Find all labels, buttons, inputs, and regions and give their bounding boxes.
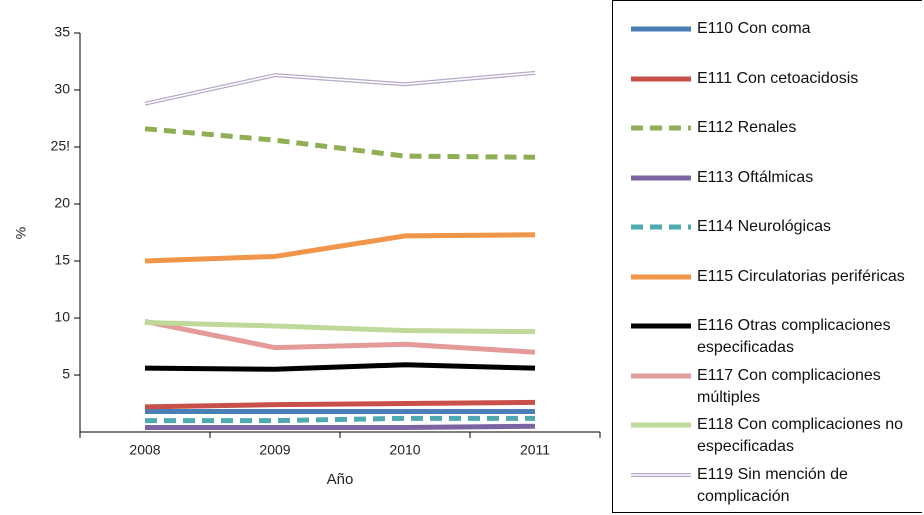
legend-label: E119 Sin mención de complicación: [697, 465, 848, 505]
legend-swatch: [631, 76, 691, 81]
x-tick-label: 2010: [389, 442, 420, 458]
legend-swatch: [631, 323, 691, 329]
y-tick-label: 20: [54, 195, 70, 211]
y-tick-label: 30: [54, 81, 70, 97]
legend-label: E117 Con complicaciones múltiples: [697, 366, 881, 406]
legend-entry: E110 Con coma: [629, 18, 924, 40]
legend-swatch: [631, 26, 691, 32]
y-tick-label: 25!: [51, 138, 70, 154]
legend-entry: E113 Oftálmicas: [629, 167, 924, 189]
legend-swatch: [631, 125, 691, 131]
x-tick-label: 2009: [259, 442, 290, 458]
x-tick-label: 2011: [520, 442, 550, 458]
series-line: [144, 318, 536, 355]
legend-label: E115 Circulatorias periféricas: [697, 267, 905, 285]
legend-label: E118 Con complicaciones no especificadas: [697, 416, 904, 455]
series-line: [145, 423, 536, 430]
legend-label: E116 Otras complicaciones especificadas: [697, 317, 891, 356]
y-tick-label: 35: [54, 24, 70, 40]
series-line: [144, 320, 536, 335]
series-line: [144, 399, 536, 410]
legend-entry: E111 Con cetoacidosis: [629, 68, 924, 90]
legend-swatch: [631, 175, 691, 180]
x-axis-label: Año: [327, 471, 354, 488]
y-tick-label: 15: [54, 252, 70, 268]
legend-entry: E116 Otras complicaciones especificadas: [629, 315, 924, 359]
legend-entry: E119 Sin mención de complicación: [629, 464, 924, 508]
y-axis-label: %: [13, 227, 29, 239]
legend-swatch: [631, 422, 691, 428]
y-tick-label: 5: [62, 366, 70, 382]
series-line: [144, 362, 536, 372]
legend-entry: E117 Con complicaciones múltiples: [629, 365, 924, 409]
legend-swatch: [631, 373, 691, 378]
legend-label: E110 Con coma: [697, 20, 811, 37]
legend-entry: E114 Neurológicas: [629, 216, 924, 238]
legend-swatch: [631, 472, 691, 477]
legend-label: E114 Neurológicas: [697, 218, 832, 235]
series-line: [144, 126, 536, 160]
legend-entry: E118 Con complicaciones no especificadas: [629, 414, 924, 458]
legend-label: E113 Oftálmicas: [697, 168, 814, 186]
x-tick-label: 2008: [129, 442, 160, 458]
series-line: [145, 415, 535, 424]
series-line: [144, 232, 536, 264]
legend-entry: E112 Renales: [629, 117, 924, 139]
legend-swatch: [631, 274, 691, 279]
legend-label: E112 Renales: [697, 119, 797, 136]
legend-entry: E115 Circulatorias periféricas: [629, 266, 924, 288]
legend-label: E111 Con cetoacidosis: [697, 69, 859, 87]
chart: % Año 5 10 15 20 25! 30 35 2008 2009 2010 2011: [13, 24, 601, 488]
series-line-core: [144, 72, 536, 105]
y-tick-label: 10: [54, 309, 70, 325]
legend-swatch: [631, 224, 691, 230]
legend: E110 Con coma E111 Con cetoacidosis E112 R…: [612, 0, 922, 513]
